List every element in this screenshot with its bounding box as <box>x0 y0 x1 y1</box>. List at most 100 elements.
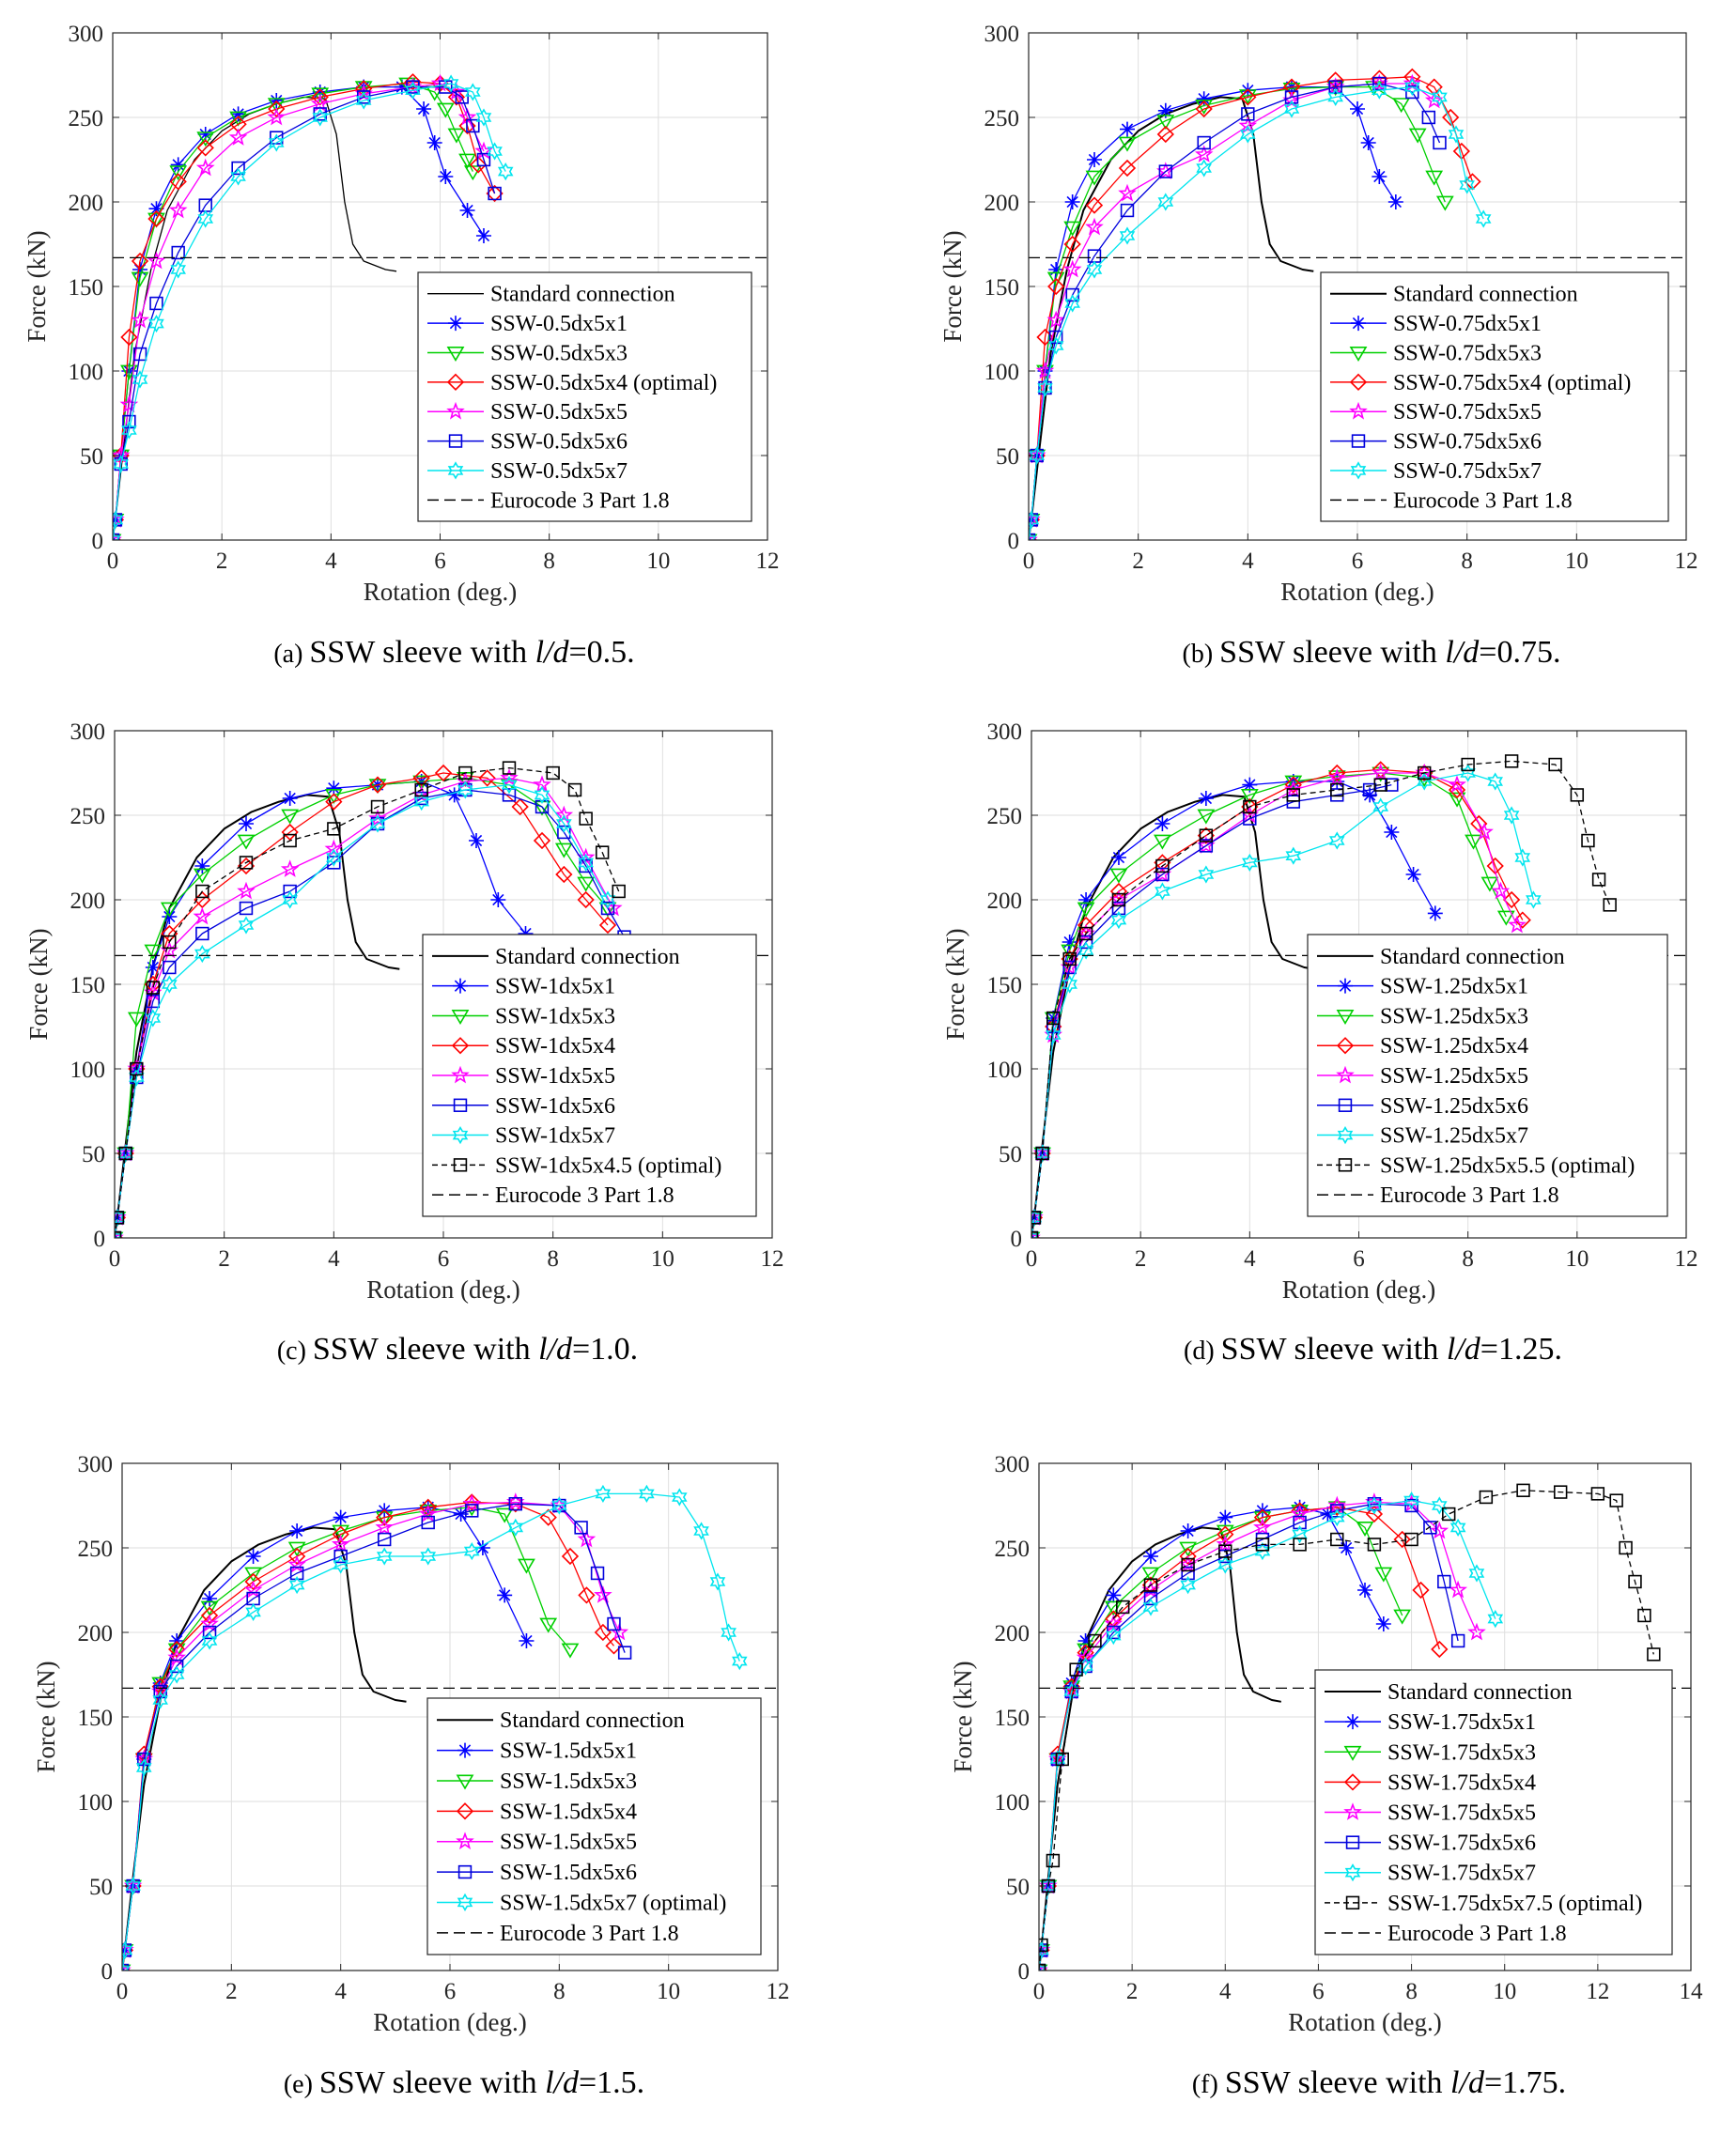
y-axis-label: Force (kN) <box>32 1661 60 1772</box>
legend-marker-3 <box>1343 1745 1362 1761</box>
legend-marker-7 <box>1350 461 1367 480</box>
data-point-3-18 <box>598 902 617 918</box>
series-line-7 <box>122 1492 740 1971</box>
legend-marker-4 <box>1349 373 1368 391</box>
series-line-3 <box>115 777 609 1238</box>
y-tick-label: 0 <box>94 1227 106 1252</box>
data-point-3-17 <box>561 1643 580 1659</box>
data-point-5-11 <box>1238 116 1258 134</box>
chart-panel-6: 0 2 4 6 8 10 12 14 0 50 100 150 200 250 300 Rotation (d… <box>949 1452 1703 2100</box>
data-point-3-14 <box>1356 1522 1374 1537</box>
data-point-4-9 <box>1179 1547 1197 1566</box>
data-point-7-2 <box>1029 510 1040 530</box>
data-point-7-11 <box>1285 846 1302 865</box>
data-point-6-8 <box>1143 1591 1158 1606</box>
data-point-7-10 <box>268 133 285 152</box>
legend-label-2: SSW-1.75dx5x1 <box>1387 1710 1536 1735</box>
data-point-3-8 <box>244 1567 262 1583</box>
series-line-7 <box>115 783 609 1238</box>
legend-label-8: SSW-1dx5x4.5 (optimal) <box>495 1153 721 1178</box>
panel-caption: (a) SSW sleeve with l/d=0.5. <box>273 635 634 670</box>
caption-text: SSW sleeve with <box>309 635 535 670</box>
data-point-3-7 <box>200 1600 219 1616</box>
series-line-4 <box>122 1501 615 1971</box>
data-point-2-7 <box>1087 152 1102 167</box>
x-tick-label: 0 <box>1023 549 1035 574</box>
data-point-3-17 <box>1480 876 1499 892</box>
y-tick-label: 150 <box>70 973 106 998</box>
data-point-8-4 <box>1046 1011 1061 1026</box>
legend-label-5: SSW-0.75dx5x5 <box>1393 400 1542 425</box>
data-point-7-15 <box>1403 1491 1419 1510</box>
x-tick-label: 4 <box>334 1979 347 2004</box>
series-line-8 <box>115 766 620 1238</box>
data-point-8-11 <box>370 799 385 814</box>
data-point-8-13 <box>458 765 473 781</box>
x-tick-label: 6 <box>438 1246 450 1272</box>
data-point-7-13 <box>1327 87 1343 106</box>
data-point-3-8 <box>1141 1567 1160 1583</box>
y-tick-label: 0 <box>1008 529 1020 554</box>
data-point-3-7 <box>193 868 211 884</box>
data-point-7-4 <box>1049 1750 1066 1769</box>
caption-value: =0.75. <box>1479 635 1560 670</box>
data-point-7-4 <box>1037 379 1053 397</box>
legend-label-9: Eurocode 3 Part 1.8 <box>1387 1922 1567 1946</box>
legend: Standard connection SSW-1.75dx5x1 SSW-1.75… <box>1314 1669 1673 1955</box>
data-point-2-9 <box>289 1523 305 1538</box>
caption-value: =1.25. <box>1480 1332 1562 1367</box>
data-point-3-8 <box>196 131 215 147</box>
data-point-2-14 <box>1350 101 1365 116</box>
y-axis-label: Force (kN) <box>941 928 969 1040</box>
data-point-2-15 <box>490 892 506 907</box>
data-point-7-5 <box>145 1009 162 1028</box>
data-point-8-2 <box>115 1211 125 1225</box>
data-point-8-18 <box>1570 788 1585 802</box>
x-tick-label: 10 <box>657 1979 680 2004</box>
legend-label-5: SSW-1.25dx5x5 <box>1380 1064 1528 1089</box>
data-point-4-10 <box>1241 797 1259 816</box>
data-point-7-6 <box>148 315 164 333</box>
legend-label-3: SSW-0.75dx5x3 <box>1393 341 1542 365</box>
data-point-7-16 <box>556 814 572 833</box>
data-point-7-18 <box>672 1488 688 1507</box>
data-point-8-18 <box>595 845 610 859</box>
caption-text: SSW sleeve with <box>1219 635 1445 670</box>
series-line-7 <box>1039 1499 1496 1971</box>
data-point-7-17 <box>1503 806 1520 825</box>
data-point-7-7 <box>170 260 186 279</box>
x-tick-label: 6 <box>444 1979 457 2004</box>
x-tick-label: 6 <box>1312 1979 1325 2004</box>
data-point-6-15 <box>535 799 550 814</box>
data-point-7-17 <box>1449 1518 1466 1537</box>
data-point-7-7 <box>1110 911 1127 930</box>
data-point-7-9 <box>1180 1575 1196 1595</box>
data-point-7-9 <box>1198 865 1215 884</box>
legend-label-1: Standard connection <box>1380 945 1565 969</box>
legend-label-3: SSW-1.5dx5x3 <box>500 1770 637 1794</box>
caption-math: l/d <box>538 1332 573 1367</box>
data-point-5-7 <box>193 906 212 925</box>
data-point-6-7 <box>202 1625 217 1640</box>
legend-marker-3 <box>446 347 465 363</box>
data-point-7-1 <box>122 1961 131 1971</box>
data-point-4-9 <box>281 823 299 842</box>
data-point-2-13 <box>1362 787 1378 803</box>
series-line-4 <box>1029 76 1474 540</box>
data-point-6-9 <box>283 884 297 899</box>
data-point-5-8 <box>195 158 215 177</box>
legend-label-1: Standard connection <box>1387 1680 1573 1705</box>
y-tick-label: 250 <box>69 106 104 131</box>
data-point-7-6 <box>162 975 178 994</box>
data-point-7-11 <box>1240 125 1256 144</box>
data-point-3-10 <box>324 788 343 804</box>
data-point-3-5 <box>131 271 149 287</box>
data-point-2-9 <box>230 106 246 122</box>
x-tick-label: 12 <box>767 1979 790 2004</box>
x-tick-label: 8 <box>543 549 555 574</box>
legend-marker-2 <box>457 1742 473 1758</box>
x-tick-label: 14 <box>1680 1979 1704 2004</box>
data-point-8-12 <box>414 782 428 797</box>
data-point-2-16 <box>1375 1616 1391 1631</box>
data-point-7-11 <box>369 814 386 833</box>
